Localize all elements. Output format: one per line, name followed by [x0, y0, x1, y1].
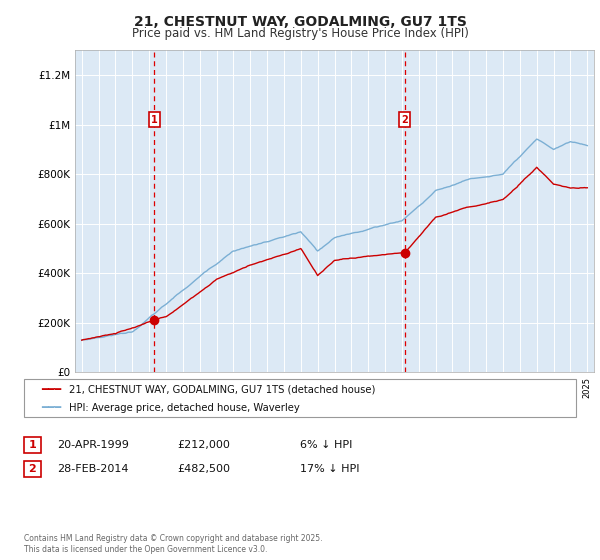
Text: 1: 1	[29, 440, 36, 450]
Text: 2: 2	[29, 464, 36, 474]
Text: £212,000: £212,000	[177, 440, 230, 450]
Text: ━━━: ━━━	[41, 403, 61, 413]
Text: 21, CHESTNUT WAY, GODALMING, GU7 1TS (detached house): 21, CHESTNUT WAY, GODALMING, GU7 1TS (de…	[69, 385, 376, 395]
Text: Contains HM Land Registry data © Crown copyright and database right 2025.
This d: Contains HM Land Registry data © Crown c…	[24, 534, 323, 554]
Text: HPI: Average price, detached house, Waverley: HPI: Average price, detached house, Wave…	[69, 403, 300, 413]
Text: 21, CHESTNUT WAY, GODALMING, GU7 1TS: 21, CHESTNUT WAY, GODALMING, GU7 1TS	[134, 15, 466, 29]
Text: 17% ↓ HPI: 17% ↓ HPI	[300, 464, 359, 474]
Text: 1: 1	[151, 115, 158, 125]
Text: 6% ↓ HPI: 6% ↓ HPI	[300, 440, 352, 450]
Text: 28-FEB-2014: 28-FEB-2014	[57, 464, 128, 474]
Text: £482,500: £482,500	[177, 464, 230, 474]
Text: 20-APR-1999: 20-APR-1999	[57, 440, 129, 450]
Text: 2: 2	[401, 115, 408, 125]
Text: Price paid vs. HM Land Registry's House Price Index (HPI): Price paid vs. HM Land Registry's House …	[131, 27, 469, 40]
Text: ━━━: ━━━	[41, 385, 61, 395]
